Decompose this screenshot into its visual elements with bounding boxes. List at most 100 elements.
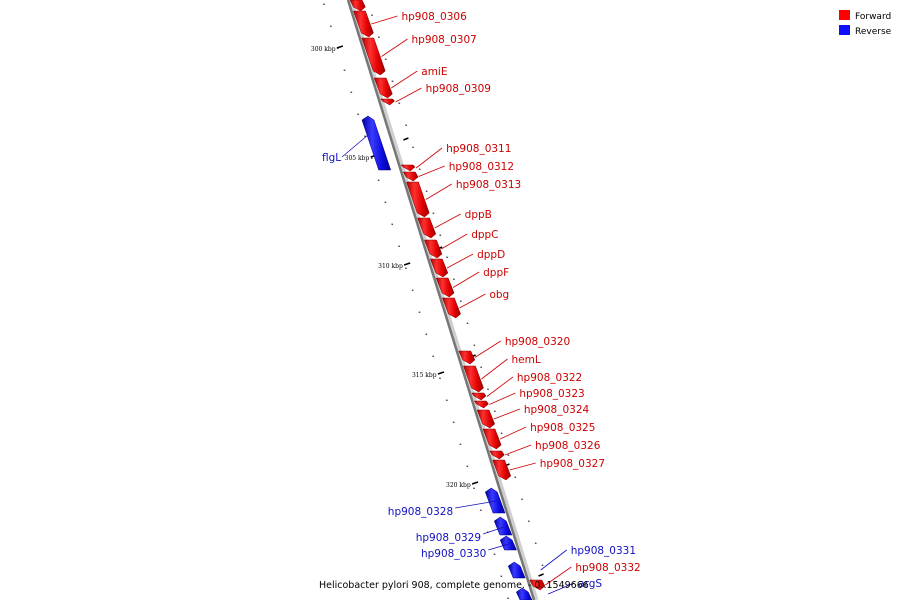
- minor-tick: [432, 212, 435, 215]
- gene-feature: [380, 98, 395, 106]
- legend: Forward Reverse: [839, 10, 892, 37]
- map-caption: Helicobacter pylori 908, complete genome…: [319, 580, 589, 591]
- major-tick-label: 320 kbp: [446, 482, 471, 489]
- gene-label: dppD: [477, 249, 505, 261]
- gene-leader-line: [474, 340, 502, 358]
- gene-leader-line: [547, 582, 575, 595]
- minor-tick: [500, 432, 503, 435]
- minor-ticks: [323, 3, 551, 600]
- minor-tick: [370, 157, 373, 160]
- major-tick: [471, 481, 479, 485]
- gene-label: hp908_0322: [517, 372, 582, 384]
- minor-tick: [452, 278, 455, 281]
- gene-leader-line: [489, 392, 516, 405]
- gene-leader-line: [481, 358, 508, 380]
- minor-tick: [493, 553, 496, 556]
- gene-label: dppF: [483, 267, 509, 279]
- gene-leader-line: [486, 376, 514, 397]
- gene-leader-line: [482, 525, 508, 535]
- gene-feature: [402, 171, 419, 182]
- minor-tick: [479, 509, 482, 512]
- minor-tick: [473, 487, 476, 490]
- minor-tick: [384, 201, 387, 204]
- minor-tick: [404, 267, 407, 270]
- minor-tick: [507, 597, 510, 600]
- gene-feature: [499, 535, 517, 551]
- gene-labels: hp908_0306 hp908_0307 amiE hp908_0309 flgL hp…: [322, 11, 641, 595]
- gene-leader-line: [440, 233, 468, 250]
- gene-label: hp908_0332: [575, 562, 640, 574]
- gene-feature: [471, 392, 487, 401]
- legend-label-forward: Forward: [855, 12, 891, 22]
- gene-feature: [458, 350, 476, 365]
- minor-tick: [425, 333, 428, 336]
- minor-tick: [391, 223, 394, 226]
- gene-feature: [476, 409, 495, 429]
- gene-leader-line: [446, 253, 474, 269]
- legend-swatch-reverse: [839, 25, 850, 35]
- major-tick-label: 310 kbp: [378, 263, 403, 270]
- minor-tick: [521, 498, 524, 501]
- gene-label: dppC: [471, 229, 498, 241]
- gene-label: hp908_0320: [505, 336, 570, 348]
- major-tick: [403, 262, 411, 266]
- minor-tick: [527, 520, 530, 523]
- minor-tick: [343, 69, 346, 72]
- gene-feature: [353, 10, 374, 38]
- gene-label: hp908_0329: [416, 532, 481, 544]
- gene-label: obg: [489, 289, 509, 301]
- minor-tick: [418, 311, 421, 314]
- gene-leader-line: [425, 183, 453, 200]
- minor-tick: [459, 443, 462, 446]
- minor-tick: [487, 388, 489, 391]
- gene-label: hp908_0307: [412, 34, 477, 46]
- gene-leader-line: [434, 213, 461, 229]
- gene-leader-line: [341, 134, 369, 158]
- gene-label: amiE: [421, 66, 447, 78]
- gene-label: hp908_0326: [535, 440, 601, 452]
- gene-leader-line: [499, 426, 527, 440]
- gene-leader-line: [545, 566, 572, 586]
- minor-tick: [473, 344, 476, 347]
- gene-track: [349, 0, 546, 600]
- gene-feature: [373, 77, 393, 99]
- gene-leader-line: [381, 38, 408, 57]
- gene-leader-line: [509, 462, 536, 471]
- minor-tick: [425, 190, 428, 193]
- legend-label-reverse: Reverse: [855, 27, 892, 37]
- gene-feature: [463, 365, 484, 393]
- major-tick: [437, 371, 445, 375]
- backbone: [346, 0, 536, 600]
- gene-feature: [400, 164, 416, 172]
- minor-tick: [534, 542, 537, 545]
- gene-leader-line: [459, 293, 486, 309]
- minor-tick: [548, 586, 551, 589]
- gene-feature: [493, 516, 513, 536]
- gene-feature: [349, 0, 366, 12]
- gene-feature: [406, 181, 430, 218]
- gene-feature: [489, 450, 505, 460]
- gene-label: hp908_0331: [571, 545, 636, 557]
- gene-feature: [473, 400, 489, 409]
- minor-tick: [493, 410, 496, 413]
- gene-leader-line: [415, 147, 443, 169]
- gene-feature: [429, 258, 449, 278]
- minor-tick: [377, 179, 380, 182]
- gene-leader-line: [395, 87, 422, 103]
- major-ticks: 300 kbp 305 kbp 310 kbp 315 kbp 320 kbp: [311, 45, 544, 577]
- gene-label: hemL: [511, 354, 540, 366]
- gene-label: hp908_0330: [421, 548, 486, 560]
- minor-tick: [507, 454, 510, 457]
- minor-tick: [466, 322, 469, 325]
- gene-label: hp908_0323: [519, 388, 584, 400]
- minor-tick: [500, 575, 503, 578]
- minor-tick: [323, 3, 326, 6]
- major-tick: [403, 137, 409, 141]
- minor-tick: [384, 58, 387, 61]
- major-tick-label: 315 kbp: [412, 372, 437, 379]
- minor-tick: [445, 399, 448, 402]
- minor-tick: [377, 36, 380, 39]
- minor-tick: [411, 289, 414, 292]
- gene-feature: [361, 37, 386, 76]
